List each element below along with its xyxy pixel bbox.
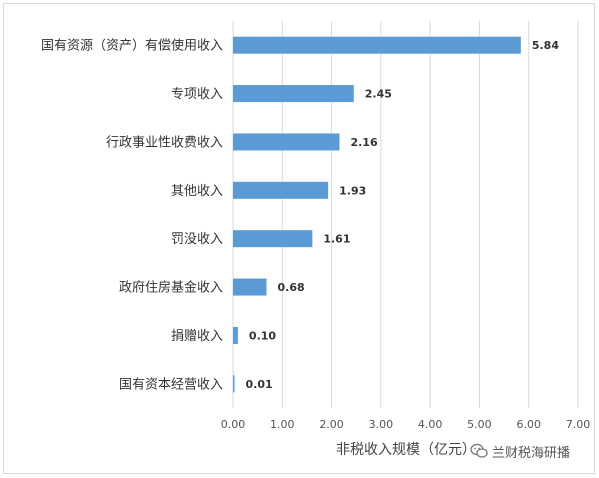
bar [233, 181, 329, 199]
wechat-icon [470, 443, 488, 458]
chart-frame: 国有资源（资产）有偿使用收入 5.84 专项收入 2.45 行政事业性收费收入 2.16 其… [3, 3, 595, 474]
bars [233, 36, 521, 393]
category-label: 捐赠收入 [171, 329, 223, 344]
x-tick-label: 4.00 [418, 418, 443, 431]
data-label: 2.45 [365, 88, 392, 101]
x-tick-label: 6.00 [516, 418, 541, 431]
x-tick-label: 0.00 [221, 418, 246, 431]
x-tick-label: 1.00 [270, 418, 295, 431]
x-tick-label: 7.00 [566, 418, 591, 431]
x-tick-label: 5.00 [467, 418, 492, 431]
category-label: 专项收入 [171, 87, 223, 102]
bar-chart: 国有资源（资产）有偿使用收入 5.84 专项收入 2.45 行政事业性收费收入 2.16 其… [41, 21, 591, 458]
category-label: 政府住房基金收入 [119, 280, 223, 296]
data-label: 0.10 [249, 329, 276, 342]
watermark-text: 兰财税海研播 [492, 445, 571, 461]
bar [233, 230, 313, 248]
category-label: 其他收入 [171, 184, 223, 199]
data-label: 1.93 [339, 184, 366, 197]
data-label: 0.68 [278, 281, 305, 294]
bar [233, 36, 521, 54]
data-label: 0.01 [246, 378, 273, 391]
data-label: 2.16 [350, 136, 377, 149]
bar [233, 133, 340, 151]
x-axis-title: 非税收入规模（亿元） [336, 442, 476, 458]
category-label: 国有资源（资产）有偿使用收入 [41, 38, 223, 54]
category-label: 行政事业性收费收入 [106, 135, 223, 150]
bar [233, 85, 354, 103]
data-label: 5.84 [532, 39, 559, 52]
bar [233, 375, 235, 393]
category-label: 罚没收入 [171, 232, 223, 247]
watermark: 兰财税海研播 [470, 440, 570, 462]
bar [233, 278, 267, 296]
labels: 国有资源（资产）有偿使用收入 5.84 专项收入 2.45 行政事业性收费收入 2.16 其… [41, 38, 559, 393]
x-tick-label: 2.00 [319, 418, 344, 431]
category-label: 国有资本经营收入 [119, 377, 223, 392]
x-axis-ticks: 0.00 1.00 2.00 3.00 4.00 5.00 6.00 7.00 [221, 418, 591, 431]
grid-lines [232, 21, 579, 408]
data-label: 1.61 [323, 233, 350, 246]
x-tick-label: 3.00 [369, 418, 394, 431]
bar [233, 326, 238, 344]
